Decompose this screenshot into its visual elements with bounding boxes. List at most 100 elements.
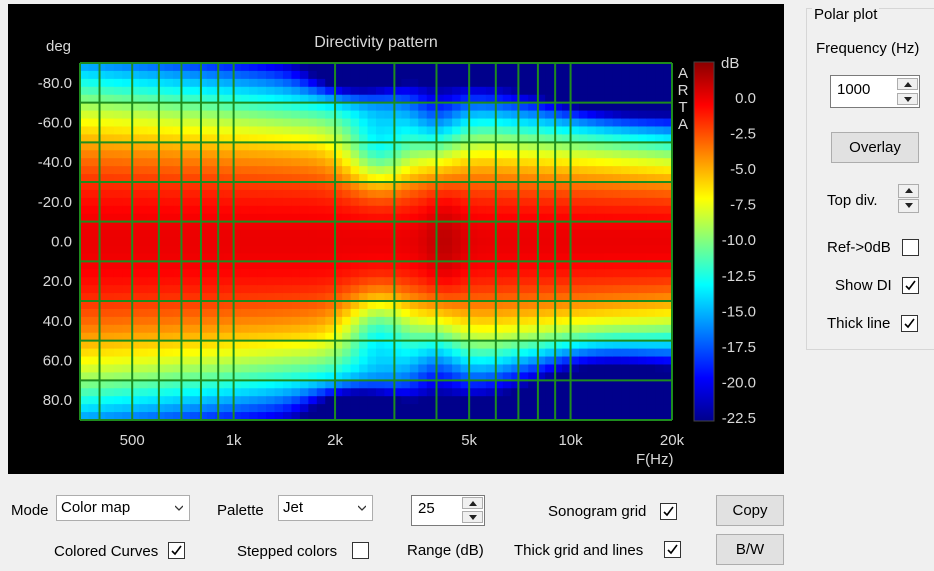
heatmap-cell xyxy=(418,166,428,175)
range-spinbox[interactable]: 25 xyxy=(411,495,485,526)
heatmap-cell xyxy=(553,70,563,80)
heatmap-cell xyxy=(384,78,394,88)
range-down-button[interactable] xyxy=(462,511,483,523)
heatmap-cell xyxy=(587,142,597,151)
heatmap-cell xyxy=(96,63,106,72)
heatmap-cells xyxy=(80,63,672,420)
heatmap-cell xyxy=(409,404,419,413)
heatmap-cell xyxy=(113,126,123,135)
heatmap-cell xyxy=(215,285,225,294)
heatmap-cell xyxy=(359,285,369,294)
heatmap-cell xyxy=(113,150,123,159)
heatmap-cell xyxy=(570,78,580,88)
heatmap-cell xyxy=(511,277,521,286)
heatmap-cell xyxy=(282,412,293,420)
heatmap-cell xyxy=(578,269,589,278)
heatmap-cell xyxy=(376,213,386,223)
range-up-button[interactable] xyxy=(462,497,483,509)
heatmap-cell xyxy=(291,229,301,239)
heatmap-cell xyxy=(621,78,631,88)
heatmap-cell xyxy=(96,229,106,239)
heatmap-cell xyxy=(536,356,546,366)
heatmap-cell xyxy=(502,348,512,358)
heatmap-cell xyxy=(426,150,436,159)
show-di-checkbox[interactable] xyxy=(902,277,919,294)
heatmap-cell xyxy=(96,372,106,381)
sonogram-grid-checkbox[interactable] xyxy=(660,503,677,520)
heatmap-cell xyxy=(638,316,648,326)
heatmap-cell xyxy=(443,332,453,342)
heatmap-cell xyxy=(663,301,672,310)
heatmap-cell xyxy=(587,94,597,104)
heatmap-cell xyxy=(291,348,301,358)
heatmap-cell xyxy=(587,213,597,223)
heatmap-cell xyxy=(105,372,115,381)
heatmap-cell xyxy=(240,94,250,104)
heatmap-cell xyxy=(494,388,504,397)
heatmap-cell xyxy=(418,324,428,334)
heatmap-cell xyxy=(282,70,293,80)
heatmap-cell xyxy=(325,372,335,381)
heatmap-cell xyxy=(88,364,98,373)
heatmap-cell xyxy=(333,396,343,405)
palette-dropdown[interactable]: Jet xyxy=(278,495,373,521)
heatmap-cell xyxy=(359,174,369,183)
mode-dropdown[interactable]: Color map xyxy=(56,495,190,521)
stepped-colors-checkbox[interactable] xyxy=(352,542,369,559)
heatmap-cell xyxy=(249,396,259,405)
heatmap-cell xyxy=(206,205,216,215)
heatmap-cell xyxy=(401,253,411,262)
heatmap-cell xyxy=(342,293,352,302)
heatmap-cell xyxy=(485,308,495,318)
heatmap-cell xyxy=(663,78,672,88)
frequency-up-button[interactable] xyxy=(897,78,918,90)
heatmap-cell xyxy=(164,388,174,397)
overlay-button[interactable]: Overlay xyxy=(831,132,919,163)
heatmap-cell xyxy=(130,102,140,112)
heatmap-cell xyxy=(494,324,504,334)
heatmap-cell xyxy=(469,118,479,128)
heatmap-cell xyxy=(240,356,250,366)
heatmap-cell xyxy=(350,189,360,199)
heatmap-cell xyxy=(511,86,521,96)
heatmap-cell xyxy=(545,102,555,112)
colorbar-tick-label: -7.5 xyxy=(730,197,756,214)
top-div-down-button[interactable] xyxy=(898,199,919,213)
heatmap-cell xyxy=(426,348,436,358)
heatmap-cell xyxy=(266,150,276,159)
heatmap-cell xyxy=(578,229,589,239)
heatmap-cell xyxy=(240,316,250,326)
bw-button[interactable]: B/W xyxy=(716,534,784,565)
heatmap-cell xyxy=(80,237,90,247)
heatmap-cell xyxy=(562,269,572,278)
heatmap-cell xyxy=(291,182,301,191)
heatmap-cell xyxy=(189,197,199,207)
heatmap-cell xyxy=(477,182,487,191)
copy-button[interactable]: Copy xyxy=(716,495,784,526)
colored-curves-checkbox[interactable] xyxy=(168,542,185,559)
heatmap-cell xyxy=(291,301,301,310)
frequency-down-button[interactable] xyxy=(897,93,918,105)
heatmap-cell xyxy=(629,205,639,215)
heatmap-cell xyxy=(460,126,470,135)
thick-grid-checkbox[interactable] xyxy=(664,541,681,558)
heatmap-cell xyxy=(528,142,538,151)
heatmap-cell xyxy=(257,134,267,143)
heatmap-cell xyxy=(223,197,233,207)
heatmap-cell xyxy=(485,221,495,231)
top-div-up-button[interactable] xyxy=(898,184,919,198)
frequency-spinbox[interactable]: 1000 xyxy=(830,75,920,108)
heatmap-cell xyxy=(502,142,512,151)
heatmap-cell xyxy=(350,86,360,96)
heatmap-cell xyxy=(477,174,487,183)
thick-line-checkbox[interactable] xyxy=(901,315,918,332)
heatmap-cell xyxy=(629,412,639,420)
heatmap-cell xyxy=(249,237,259,247)
heatmap-cell xyxy=(189,158,199,167)
heatmap-cell xyxy=(545,388,555,397)
heatmap-cell xyxy=(638,348,648,358)
heatmap-cell xyxy=(223,340,233,350)
ref-0db-checkbox[interactable] xyxy=(902,239,919,256)
heatmap-cell xyxy=(621,301,631,310)
heatmap-cell xyxy=(164,404,174,413)
